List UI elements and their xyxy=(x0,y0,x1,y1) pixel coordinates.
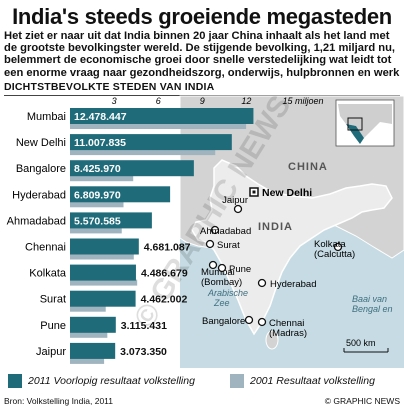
legend-label-2001: 2001 Resultaat volkstelling xyxy=(250,375,375,387)
category-label: Surat xyxy=(40,294,66,306)
svg-text:Bangalore: Bangalore xyxy=(202,316,245,327)
map-sri-lanka xyxy=(265,330,279,350)
bar-2001 xyxy=(70,227,122,234)
city-jaipur: Jaipur xyxy=(222,195,248,214)
bar-value-label: 3.073.350 xyxy=(120,346,167,358)
category-label: New Delhi xyxy=(16,137,66,149)
bar-value-label: 4.681.087 xyxy=(144,242,191,254)
label-china: CHINA xyxy=(288,161,328,173)
bar-2001 xyxy=(70,201,124,208)
city-chennai: Chennai (Madras) xyxy=(257,317,307,339)
label-arabian-sea: Arabische Zee xyxy=(207,288,251,308)
bar-2001 xyxy=(70,279,138,286)
category-label: Jaipur xyxy=(36,346,66,358)
bar-2001 xyxy=(70,357,105,364)
x-tick-label: 6 xyxy=(156,96,161,106)
bar-2011 xyxy=(70,186,171,203)
bar-2011 xyxy=(70,108,254,124)
category-label: Mumbai xyxy=(27,111,66,123)
x-tick-label: 15 miljoen xyxy=(283,96,324,106)
credit: © GRAPHIC NEWS xyxy=(324,396,400,406)
city-hyderabad: Hyderabad xyxy=(257,278,316,290)
legend-item-2011: 2011 Voorlopig resultaat volkstelling xyxy=(8,374,195,388)
intro-line: Het ziet er naar uit dat India binnen 20… xyxy=(4,30,390,42)
bar-value-label: 6.809.970 xyxy=(74,189,121,201)
category-label: Hyderabad xyxy=(12,189,66,201)
label-bay-of-bengal: Baai van Bengal en xyxy=(352,294,393,314)
category-label: Bangalore xyxy=(16,163,66,175)
bar-2011 xyxy=(70,160,194,177)
bar-value-label: 4.462.002 xyxy=(141,294,188,306)
x-tick-label: 9 xyxy=(200,96,205,106)
bar-2001 xyxy=(70,305,106,312)
svg-text:Surat: Surat xyxy=(217,240,240,251)
bars-layer: Mumbai 12.478.447 New Delhi 11.007.835 Banga… xyxy=(7,108,254,364)
svg-text:Ahmadabad: Ahmadabad xyxy=(200,226,251,237)
city-new-delhi: New Delhi xyxy=(249,187,312,199)
category-label: Pune xyxy=(40,320,66,332)
intro-line: de grootste bevolkingster wereld. De sti… xyxy=(4,42,396,55)
chart-area: CHINA INDIA Arabische Zee Baai van Benga… xyxy=(7,90,404,368)
city-bangalore: Bangalore xyxy=(202,315,254,327)
scale-bar: 500 km xyxy=(343,338,389,353)
svg-text:Chennai (Madras): Chennai (Madras) xyxy=(269,318,307,339)
city-surat: Surat xyxy=(205,239,240,251)
bar-2011 xyxy=(70,264,136,281)
chart-title: DICHTSTBEVOLKTE STEDEN VAN INDIA xyxy=(4,81,215,93)
map-india-country xyxy=(191,159,393,336)
ticks-layer: 3 6 9 12 15 miljoen xyxy=(112,96,324,106)
bar-2011 xyxy=(70,134,232,151)
bar-2011 xyxy=(70,238,139,255)
bar-value-label: 4.486.679 xyxy=(141,268,188,280)
intro-text: Het ziet er naar uit dat India binnen 20… xyxy=(4,30,402,79)
bar-value-label: 11.007.835 xyxy=(74,137,126,149)
page-title: India's steeds groeiende megasteden xyxy=(12,4,392,29)
legend-swatch-2001 xyxy=(230,374,244,388)
bar-value-label: 5.570.585 xyxy=(74,215,121,227)
city-pune: Pune xyxy=(217,263,251,275)
source-note: Bron: Volkstelling India, 2011 xyxy=(4,396,113,406)
legend-item-2001: 2001 Resultaat volkstelling xyxy=(230,374,375,388)
legend-swatch-2011 xyxy=(8,374,22,388)
bar-2011 xyxy=(70,316,116,333)
svg-text:New Delhi: New Delhi xyxy=(262,187,312,199)
x-tick-label: 12 xyxy=(241,96,251,106)
category-label: Kolkata xyxy=(29,268,67,280)
bar-2001 xyxy=(70,331,108,338)
svg-text:Pune: Pune xyxy=(229,264,251,275)
svg-text:Mumbai (Bombay): Mumbai (Bombay) xyxy=(201,267,242,288)
bar-2011 xyxy=(70,212,152,229)
bar-2001 xyxy=(70,123,247,129)
bar-2001 xyxy=(70,175,134,182)
category-label: Ahmadabad xyxy=(7,215,66,227)
bar-2011 xyxy=(70,342,116,359)
legend: 2011 Voorlopig resultaat volkstelling 20… xyxy=(0,370,404,394)
x-tick-label: 3 xyxy=(112,96,117,106)
bar-2011 xyxy=(70,290,136,307)
bar-value-label: 3.115.431 xyxy=(121,320,167,332)
city-kolkata: Kolkata (Calcutta) xyxy=(314,239,355,260)
bar-2001 xyxy=(70,253,134,260)
bar-value-label: 12.478.447 xyxy=(74,111,127,123)
label-india: INDIA xyxy=(258,221,293,233)
category-label: Chennai xyxy=(25,242,66,254)
locator-inset xyxy=(335,99,395,147)
svg-text:500 km: 500 km xyxy=(346,338,376,348)
svg-text:Kolkata (Calcutta): Kolkata (Calcutta) xyxy=(314,239,355,260)
intro-line: belemmert de economische groei door snel… xyxy=(4,54,392,67)
city-ahmadabad: Ahmadabad xyxy=(200,225,251,237)
bar-2001 xyxy=(70,149,216,156)
city-mumbai: Mumbai (Bombay) xyxy=(201,260,242,288)
legend-label-2011: 2011 Voorlopig resultaat volkstelling xyxy=(28,375,195,387)
svg-text:Jaipur: Jaipur xyxy=(222,195,248,206)
bar-value-label: 8.425.970 xyxy=(74,163,121,175)
svg-text:Hyderabad: Hyderabad xyxy=(270,279,316,290)
intro-line: een enorme vraag naar gezondheidszorg, o… xyxy=(4,66,400,79)
